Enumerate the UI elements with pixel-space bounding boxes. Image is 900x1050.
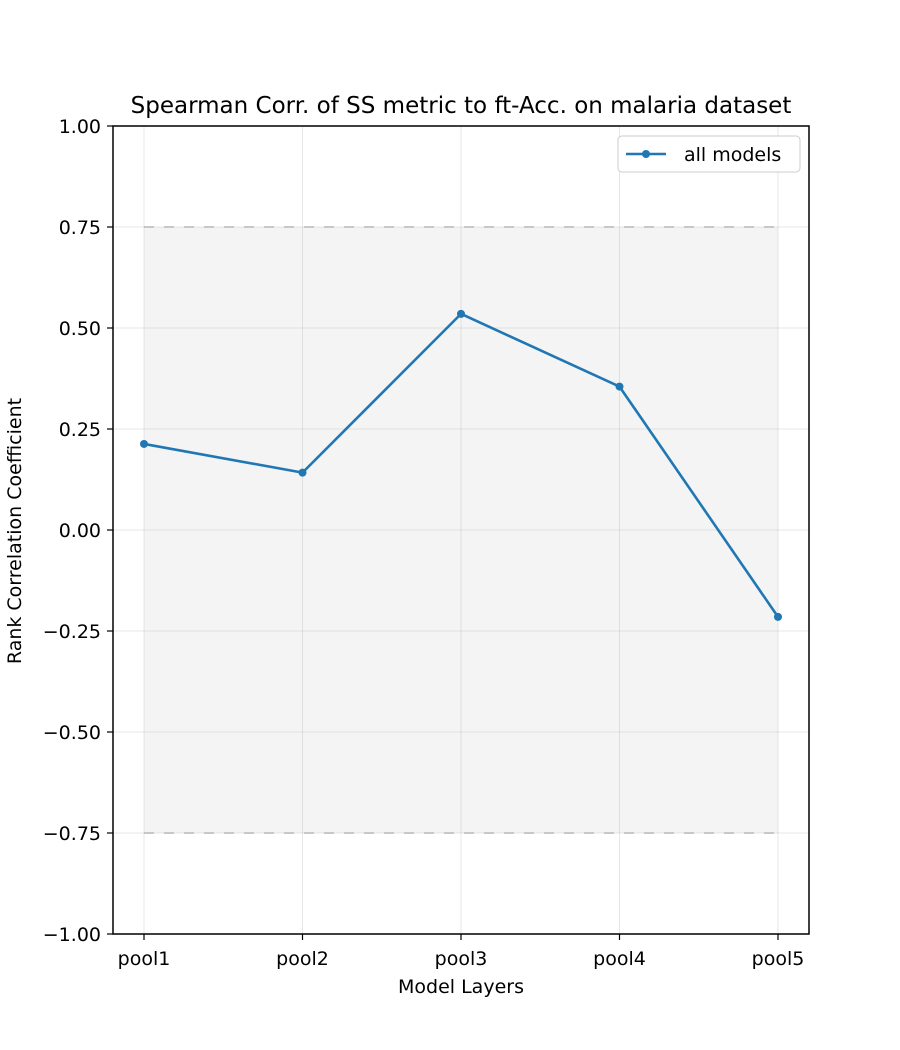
y-axis-title: Rank Correlation Coefficient: [4, 398, 26, 664]
x-tick-label: pool5: [752, 948, 805, 970]
data-point: [615, 382, 624, 391]
grid: [113, 125, 809, 935]
legend-box: [617, 135, 801, 173]
x-axis-title: Model Layers: [398, 976, 524, 998]
y-tick-label: 0.50: [59, 318, 101, 340]
x-tick-label: pool3: [435, 948, 488, 970]
y-tick-label: 1.00: [59, 116, 101, 138]
y-tick-label: 0.25: [59, 419, 101, 441]
y-tick-label: −1.00: [43, 924, 101, 946]
band-fill: [144, 227, 778, 833]
x-tick-label: pool4: [593, 948, 646, 970]
y-tick-label: 0.00: [59, 520, 101, 542]
data-point: [298, 468, 307, 477]
x-tick-label: pool2: [276, 948, 329, 970]
data-point: [457, 309, 465, 318]
x-tick-label: pool1: [118, 948, 171, 970]
y-tick-label: −0.50: [43, 722, 101, 744]
legend-marker: [642, 150, 650, 158]
y-tick-label: −0.25: [43, 621, 101, 643]
x-axis: pool1 pool2 pool3 pool4 pool5: [118, 934, 805, 970]
legend: all models: [617, 135, 801, 173]
y-tick-label: 0.75: [59, 217, 101, 239]
y-tick-label: −0.75: [43, 823, 101, 845]
y-axis: −1.00 −0.75 −0.50 −0.25 0.00 0.25 0.50 0.75 1.00: [43, 116, 113, 946]
reference-band: [144, 226, 778, 834]
series-layer: [140, 309, 782, 621]
data-point: [140, 439, 148, 448]
legend-label: all models: [684, 144, 781, 166]
chart-title: Spearman Corr. of SS metric to ft-Acc. o…: [131, 93, 792, 119]
data-point: [774, 612, 782, 621]
